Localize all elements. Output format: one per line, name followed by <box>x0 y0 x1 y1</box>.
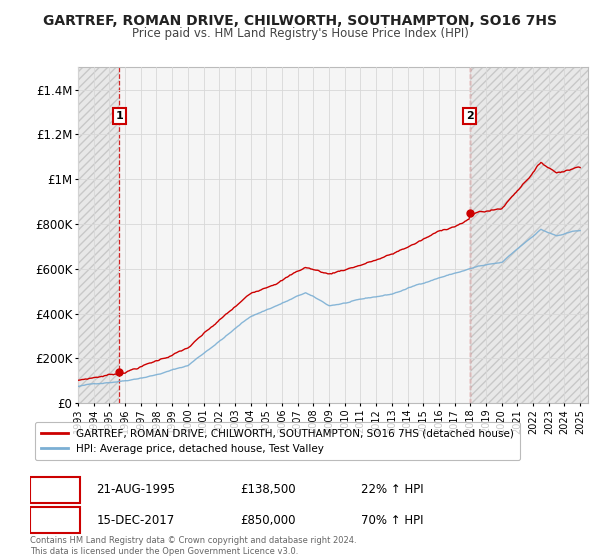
Text: GARTREF, ROMAN DRIVE, CHILWORTH, SOUTHAMPTON, SO16 7HS: GARTREF, ROMAN DRIVE, CHILWORTH, SOUTHAM… <box>43 14 557 28</box>
Text: 2: 2 <box>50 514 59 527</box>
Text: 1: 1 <box>50 483 59 497</box>
Bar <box>78 67 119 403</box>
Text: 70% ↑ HPI: 70% ↑ HPI <box>361 514 424 527</box>
Text: Price paid vs. HM Land Registry's House Price Index (HPI): Price paid vs. HM Land Registry's House … <box>131 27 469 40</box>
Text: 1: 1 <box>116 111 124 121</box>
Text: 21-AUG-1995: 21-AUG-1995 <box>96 483 175 497</box>
FancyBboxPatch shape <box>30 507 80 533</box>
Text: £850,000: £850,000 <box>240 514 295 527</box>
Text: £138,500: £138,500 <box>240 483 295 497</box>
FancyBboxPatch shape <box>30 477 80 503</box>
Bar <box>470 67 588 403</box>
Text: 22% ↑ HPI: 22% ↑ HPI <box>361 483 424 497</box>
Text: 2: 2 <box>466 111 473 121</box>
Bar <box>78 67 119 403</box>
Legend: GARTREF, ROMAN DRIVE, CHILWORTH, SOUTHAMPTON, SO16 7HS (detached house), HPI: Av: GARTREF, ROMAN DRIVE, CHILWORTH, SOUTHAM… <box>35 422 520 460</box>
Text: Contains HM Land Registry data © Crown copyright and database right 2024.
This d: Contains HM Land Registry data © Crown c… <box>30 536 356 556</box>
Text: 15-DEC-2017: 15-DEC-2017 <box>96 514 175 527</box>
Bar <box>470 67 588 403</box>
